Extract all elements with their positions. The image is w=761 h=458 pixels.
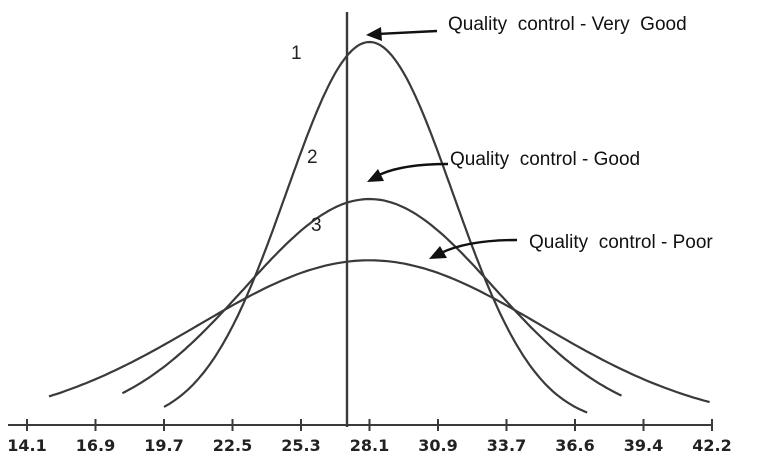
- annotation-good: Quality control - Good: [450, 149, 640, 170]
- curve-3: [48, 259, 710, 404]
- x-tick-label-6: 30.9: [418, 436, 457, 455]
- annotation-arrow-very-good: [377, 29, 438, 36]
- x-tick-label-8: 36.6: [555, 436, 594, 455]
- x-tick-label-5: 28.1: [350, 436, 389, 455]
- curves-group: [48, 40, 710, 414]
- x-tick-label-4: 25.3: [281, 436, 320, 455]
- curve-number-1: 1: [291, 43, 302, 64]
- x-tick-label-3: 22.5: [213, 436, 252, 455]
- curve-1: [163, 40, 588, 414]
- annotation-arrowhead-good: [367, 169, 384, 182]
- x-tick-label-7: 33.7: [487, 436, 526, 455]
- x-tick-label-2: 19.7: [144, 436, 183, 455]
- x-tick-label-0: 14.1: [7, 436, 46, 455]
- curve-number-2: 2: [307, 147, 318, 168]
- curve-2: [121, 197, 622, 397]
- annotation-arrow-good: [376, 162, 449, 178]
- annotation-very-good: Quality control - Very Good: [448, 14, 687, 35]
- annotation-arrow-poor: [440, 238, 518, 255]
- x-tick-label-10: 42.2: [692, 436, 731, 455]
- annotation-poor: Quality control - Poor: [529, 232, 713, 253]
- annotation-arrowhead-poor: [429, 246, 447, 259]
- curve-number-3: 3: [311, 215, 322, 236]
- x-tick-label-9: 39.4: [624, 436, 663, 455]
- annotation-arrowhead-very-good: [366, 27, 382, 41]
- x-tick-label-1: 16.9: [76, 436, 115, 455]
- x-axis-ticks: 14.1 16.9 19.7 22.5 25.3 28.1 30.9 33.7 36.6 39.4…: [7, 419, 732, 455]
